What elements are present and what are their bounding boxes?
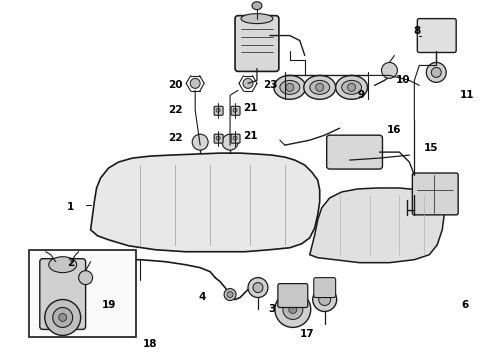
- Circle shape: [233, 108, 237, 112]
- Circle shape: [426, 62, 446, 82]
- Bar: [29, 250, 136, 337]
- Circle shape: [248, 278, 268, 298]
- Ellipse shape: [241, 14, 273, 24]
- Circle shape: [45, 300, 81, 336]
- Ellipse shape: [310, 80, 330, 94]
- Text: 19: 19: [101, 300, 116, 310]
- Circle shape: [286, 84, 294, 91]
- FancyBboxPatch shape: [231, 134, 240, 143]
- Circle shape: [222, 134, 238, 150]
- Circle shape: [289, 306, 297, 314]
- Text: 1: 1: [67, 202, 74, 212]
- Circle shape: [53, 307, 73, 328]
- Circle shape: [243, 78, 253, 88]
- Circle shape: [233, 136, 237, 140]
- Polygon shape: [310, 188, 444, 263]
- Circle shape: [431, 67, 441, 77]
- Ellipse shape: [342, 80, 362, 94]
- Text: 3: 3: [268, 305, 275, 315]
- FancyBboxPatch shape: [231, 106, 240, 115]
- Circle shape: [216, 136, 220, 140]
- FancyBboxPatch shape: [327, 135, 383, 169]
- Circle shape: [78, 271, 93, 285]
- Circle shape: [190, 78, 200, 88]
- Text: 18: 18: [143, 339, 158, 349]
- Text: 2: 2: [67, 258, 74, 268]
- Circle shape: [227, 292, 233, 298]
- Circle shape: [192, 134, 208, 150]
- Polygon shape: [91, 153, 319, 252]
- FancyBboxPatch shape: [278, 284, 308, 307]
- Ellipse shape: [336, 75, 368, 99]
- Circle shape: [313, 288, 337, 311]
- FancyBboxPatch shape: [314, 278, 336, 298]
- Text: 10: 10: [396, 75, 411, 85]
- Text: 8: 8: [414, 26, 421, 36]
- Circle shape: [382, 62, 397, 78]
- Text: 15: 15: [424, 143, 439, 153]
- Text: 22: 22: [168, 105, 182, 115]
- Circle shape: [347, 84, 356, 91]
- Text: 17: 17: [299, 329, 314, 339]
- Text: 4: 4: [198, 292, 206, 302]
- Text: 23: 23: [263, 80, 277, 90]
- Circle shape: [316, 84, 324, 91]
- FancyBboxPatch shape: [417, 19, 456, 53]
- Circle shape: [253, 283, 263, 293]
- Circle shape: [216, 108, 220, 112]
- Circle shape: [59, 314, 67, 321]
- Ellipse shape: [49, 257, 76, 273]
- Text: 16: 16: [387, 125, 402, 135]
- FancyBboxPatch shape: [235, 15, 279, 71]
- Ellipse shape: [280, 80, 300, 94]
- FancyBboxPatch shape: [214, 106, 223, 115]
- Text: 21: 21: [243, 103, 257, 113]
- Text: 11: 11: [460, 90, 474, 100]
- Circle shape: [275, 292, 311, 328]
- FancyBboxPatch shape: [413, 173, 458, 215]
- Text: 22: 22: [168, 133, 182, 143]
- Text: 9: 9: [358, 90, 365, 100]
- FancyBboxPatch shape: [40, 259, 86, 329]
- Text: 20: 20: [168, 80, 182, 90]
- Circle shape: [318, 293, 331, 306]
- Ellipse shape: [274, 75, 306, 99]
- FancyBboxPatch shape: [214, 134, 223, 143]
- Ellipse shape: [252, 2, 262, 10]
- Ellipse shape: [304, 75, 336, 99]
- Circle shape: [224, 289, 236, 301]
- Circle shape: [283, 300, 303, 319]
- Text: 21: 21: [243, 131, 257, 141]
- Text: 6: 6: [462, 300, 469, 310]
